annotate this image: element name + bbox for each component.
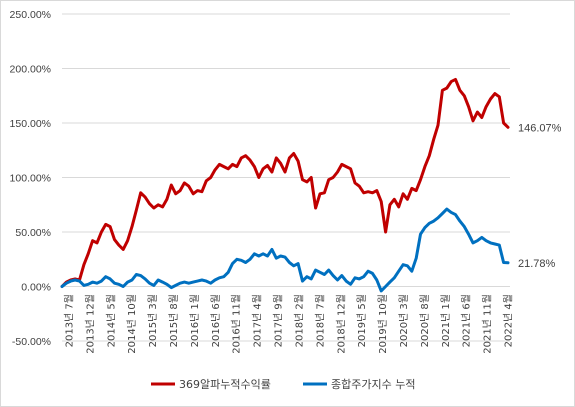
x-tick-label: 2021년 11월: [482, 294, 494, 354]
legend-label-2: 종합주가지수 누적: [331, 378, 415, 391]
x-tick-label: 2022년 4월: [503, 294, 515, 347]
x-tick-label: 2018년 12월: [335, 294, 347, 354]
x-tick-label: 2021년 6월: [461, 294, 473, 347]
gridlines: [62, 13, 510, 342]
y-tick-label: 150.00%: [10, 118, 51, 130]
x-tick-label: 2020년 3월: [398, 294, 410, 347]
x-tick-label: 2015년 8월: [168, 294, 180, 347]
end-value-labels: 146.07% 21.78%: [518, 122, 562, 269]
y-tick-label: 250.00%: [10, 9, 51, 21]
end-label-2: 21.78%: [518, 258, 556, 270]
series-lines: [60, 77, 510, 293]
x-tick-label: 2013년 7월: [64, 294, 76, 347]
x-tick-label: 2018년 2월: [294, 294, 306, 347]
x-tick-label: 2016년 11월: [231, 294, 243, 354]
x-tick-label: 2019년 5월: [356, 294, 368, 347]
y-tick-label: -50.00%: [12, 336, 51, 348]
x-tick-label: 2020년 8월: [419, 294, 431, 347]
y-tick-label: 100.00%: [10, 173, 51, 185]
x-tick-label: 2019년 10월: [377, 294, 389, 354]
x-tick-label: 2014년 10월: [126, 294, 138, 354]
series-line-1: [60, 77, 510, 288]
x-tick-label: 2013년 12월: [84, 294, 96, 354]
x-tick-label: 2017년 9월: [273, 294, 285, 347]
x-tick-label: 2017년 4월: [252, 294, 264, 347]
legend: 369알파누적수익률 종합주가지수 누적: [151, 377, 415, 391]
y-axis-tick-labels: 250.00% 200.00% 150.00% 100.00% 50.00% 0.00% -…: [10, 9, 51, 348]
x-tick-label: 2015년 3월: [147, 294, 159, 347]
x-tick-label: 2014년 5월: [105, 294, 117, 347]
series-line-2: [60, 207, 510, 293]
y-tick-label: 200.00%: [10, 64, 51, 76]
x-tick-label: 2021년 1월: [440, 294, 452, 347]
x-tick-label: 2018년 7월: [314, 294, 326, 347]
x-tick-label: 2016년 6월: [210, 294, 222, 347]
x-axis-tick-labels: 2013년 7월 2013년 12월 2014년 5월 2014년 10월 2015년 …: [64, 294, 515, 354]
x-tick-label: 2016년 1월: [189, 294, 201, 347]
end-label-1: 146.07%: [518, 122, 562, 134]
legend-label-1: 369알파누적수익률: [179, 377, 271, 391]
y-tick-label: 0.00%: [21, 282, 51, 294]
y-tick-label: 50.00%: [15, 227, 51, 239]
